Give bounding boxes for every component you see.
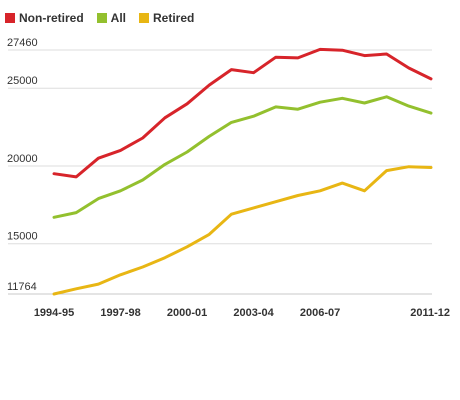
legend-swatch (139, 13, 150, 23)
x-tick-label: 1994-95 (34, 307, 74, 319)
chart-legend: Non-retired All Retired (5, 10, 207, 26)
x-tick-label: 2011-12 (410, 307, 450, 319)
legend-label: Non-retired (19, 11, 84, 25)
legend-item-retired: Retired (139, 11, 194, 25)
legend-item-all: All (96, 11, 127, 25)
legend-label: All (110, 11, 127, 25)
x-tick-label: 2003-04 (233, 307, 274, 319)
legend-swatch (96, 13, 107, 23)
series-line-non-retired (52, 47, 433, 179)
y-tick-label: 11764 (7, 281, 37, 293)
series-line-retired (52, 165, 433, 296)
x-tick-label: 2000-01 (167, 307, 207, 319)
y-tick-label: 15000 (7, 231, 38, 243)
legend-item-non-retired: Non-retired (5, 11, 84, 25)
x-tick-label: 2006-07 (300, 307, 340, 319)
y-tick-label: 20000 (7, 153, 38, 165)
x-tick-label: 1997-98 (100, 307, 140, 319)
series-line-all (52, 95, 433, 219)
legend-swatch (5, 13, 15, 23)
legend-label: Retired (153, 11, 195, 25)
gridlines (8, 49, 432, 295)
y-tick-label: 27460 (7, 37, 38, 49)
y-tick-label: 25000 (7, 75, 38, 87)
